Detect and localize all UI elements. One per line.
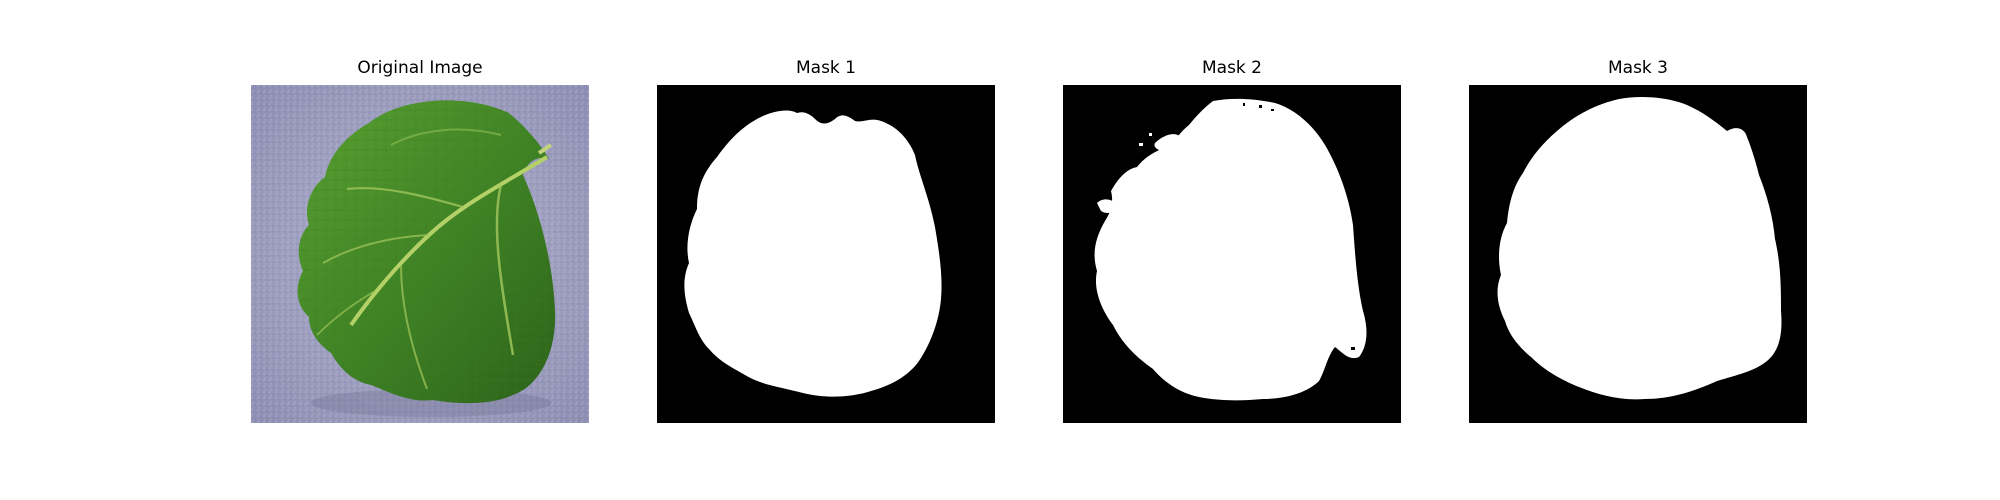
- mask-3-image: [1469, 85, 1807, 423]
- panel-title: Mask 2: [1201, 58, 1262, 78]
- mask-region: [1497, 97, 1782, 400]
- panel-title: Mask 1: [795, 58, 856, 78]
- original-image: [251, 85, 589, 423]
- mask-1-image: [657, 85, 995, 423]
- mask-2-image: [1063, 85, 1401, 423]
- panel-original-image: Original Image: [251, 56, 589, 430]
- mask-region: [684, 110, 942, 397]
- mask-region: [1094, 98, 1367, 401]
- panel-title: Mask 3: [1607, 58, 1668, 78]
- leaf-midrib: [349, 155, 549, 327]
- panel-mask-3: Mask 3: [1469, 56, 1807, 430]
- panel-title: Original Image: [357, 58, 483, 78]
- panel-mask-1: Mask 1: [657, 56, 995, 430]
- panel-mask-2: Mask 2: [1063, 56, 1401, 430]
